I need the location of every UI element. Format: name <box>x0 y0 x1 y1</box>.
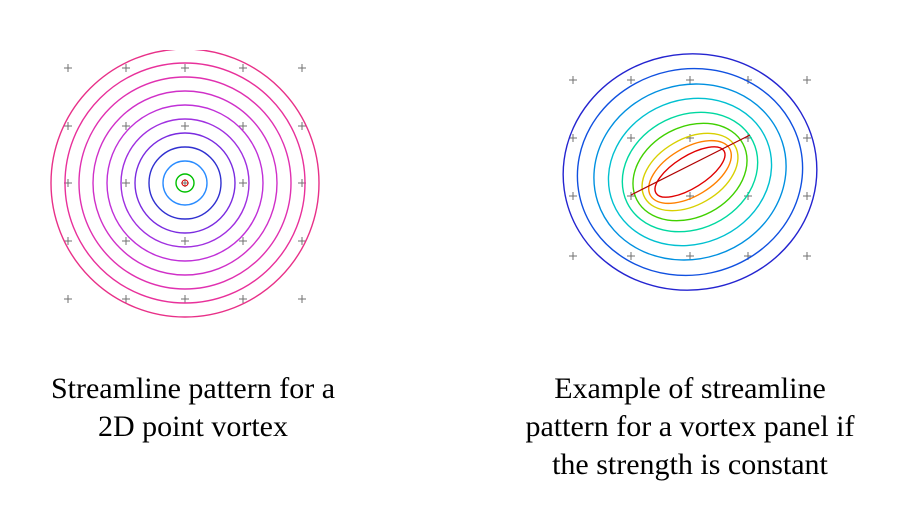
grid-marker <box>181 237 189 245</box>
grid-marker <box>803 252 811 260</box>
streamline-circle <box>78 76 292 290</box>
caption-line: the strength is constant <box>552 448 828 481</box>
grid-marker <box>803 192 811 200</box>
caption-line: pattern for a vortex panel if <box>525 410 855 443</box>
streamline-ellipse <box>654 146 726 198</box>
grid-marker <box>569 252 577 260</box>
grid-marker <box>686 134 694 142</box>
streamline-circle <box>148 146 222 220</box>
grid-marker <box>181 64 189 72</box>
streamline-ellipse <box>593 83 787 261</box>
grid-marker <box>298 122 306 130</box>
grid-marker <box>298 295 306 303</box>
grid-marker <box>686 76 694 84</box>
vortex-panel-line <box>630 134 751 196</box>
grid-marker <box>64 64 72 72</box>
grid-marker <box>64 237 72 245</box>
point-vortex-svg <box>50 50 320 318</box>
vortex-center <box>181 179 189 187</box>
grid-marker <box>803 134 811 142</box>
streamline-circle <box>92 90 278 276</box>
streamline-circle <box>134 132 236 234</box>
streamline-ellipse <box>607 97 773 247</box>
grid-marker <box>627 134 635 142</box>
grid-marker <box>64 122 72 130</box>
streamline-ellipse <box>562 53 818 291</box>
grid-marker <box>239 295 247 303</box>
grid-marker <box>239 179 247 187</box>
grid-marker <box>627 192 635 200</box>
streamline-ellipse <box>632 122 748 222</box>
streamline-ellipse <box>647 139 733 205</box>
streamline-circle <box>64 62 306 304</box>
grid-marker <box>239 64 247 72</box>
grid-marker <box>64 295 72 303</box>
streamline-circle <box>120 118 250 248</box>
streamline-circle <box>106 104 264 262</box>
vortex-panel-svg <box>562 53 818 291</box>
vortex-panel-caption: Example of streamline pattern for a vort… <box>480 370 900 484</box>
grid-marker <box>803 76 811 84</box>
grid-marker <box>239 237 247 245</box>
grid-marker <box>181 122 189 130</box>
grid-marker <box>122 122 130 130</box>
grid-marker <box>298 64 306 72</box>
grid-marker <box>627 252 635 260</box>
point-vortex-caption: Streamline pattern for a 2D point vortex <box>18 370 368 446</box>
grid-marker <box>686 252 694 260</box>
caption-line: Example of streamline <box>554 372 826 405</box>
grid-marker <box>569 134 577 142</box>
grid-marker <box>122 295 130 303</box>
vortex-panel-streamline-plot <box>545 40 835 310</box>
streamline-circle <box>175 173 195 193</box>
streamline-circle <box>50 50 320 318</box>
caption-line: Streamline pattern for a <box>50 372 336 405</box>
streamline-ellipse <box>576 67 804 277</box>
grid-marker <box>298 237 306 245</box>
grid-marker <box>239 122 247 130</box>
point-vortex-streamline-plot <box>40 50 330 320</box>
grid-marker <box>122 179 130 187</box>
streamline-ellipse <box>641 132 739 212</box>
grid-marker <box>569 76 577 84</box>
caption-line: 2D point vortex <box>98 410 288 443</box>
grid-marker <box>181 295 189 303</box>
streamline-ellipse <box>621 111 759 233</box>
grid-marker <box>122 237 130 245</box>
grid-marker <box>569 192 577 200</box>
grid-marker <box>627 76 635 84</box>
grid-marker <box>122 64 130 72</box>
streamline-circle <box>162 160 208 206</box>
